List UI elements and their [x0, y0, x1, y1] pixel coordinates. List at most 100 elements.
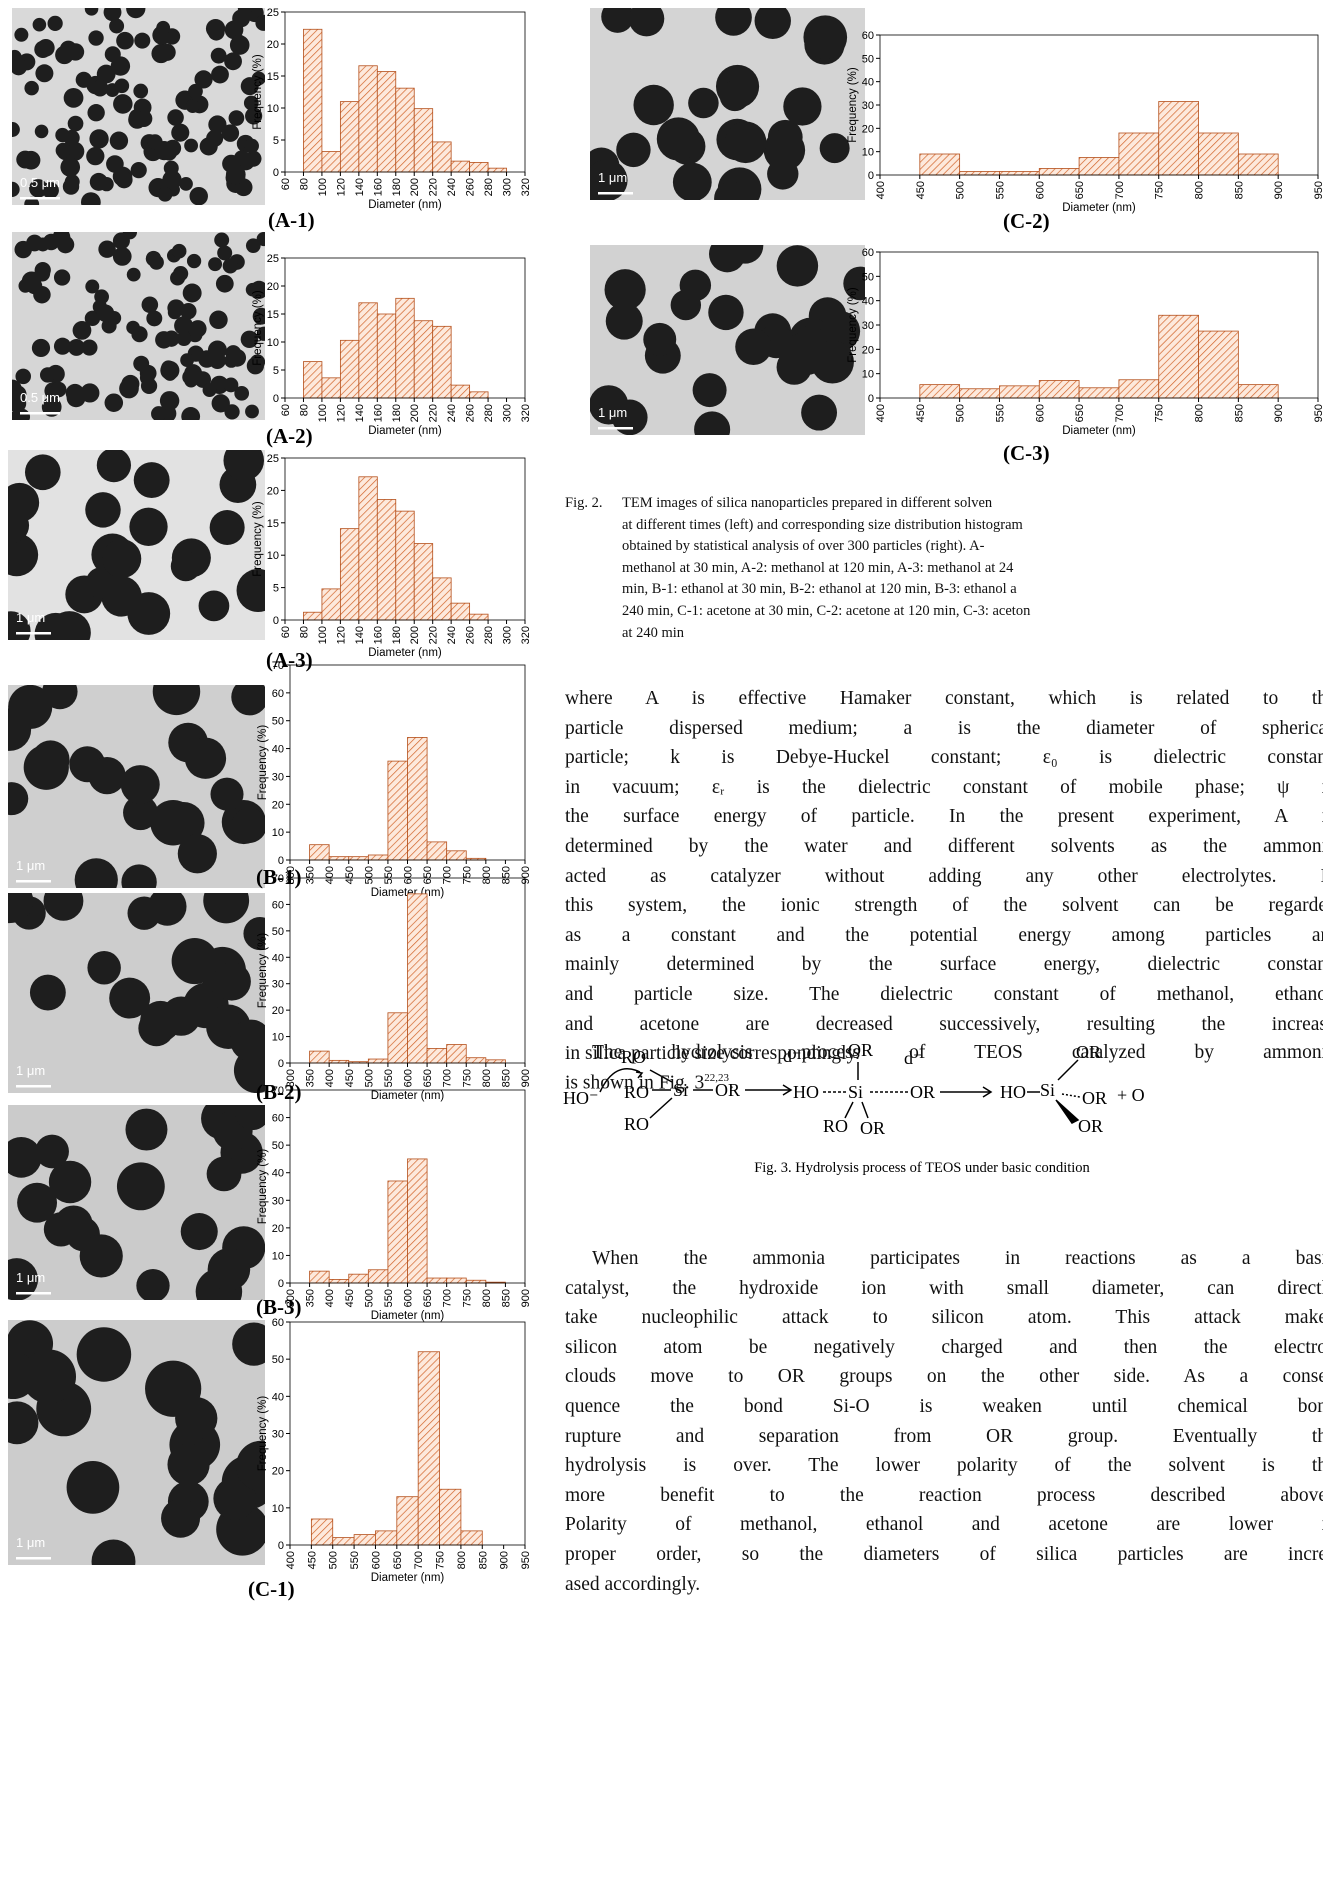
y-tick-label: 30	[272, 979, 284, 991]
x-tick-label: 550	[383, 866, 395, 884]
particle	[222, 258, 238, 274]
particle	[152, 685, 201, 716]
arrowhead	[635, 1071, 644, 1079]
x-tick-label: 700	[413, 1551, 425, 1569]
text-line: The hydrolysis process of TEOS catalyzed…	[592, 1042, 1323, 1064]
histogram-bar	[303, 361, 323, 399]
particle	[63, 129, 80, 147]
particle	[604, 269, 646, 311]
particle	[67, 338, 85, 356]
x-tick-label: 260	[465, 626, 477, 644]
particle	[767, 158, 799, 190]
histogram-bar	[321, 151, 341, 173]
tem-image: 1 μm	[8, 1320, 265, 1565]
x-tick-label: 280	[483, 626, 495, 644]
x-tick-label: 400	[285, 1551, 297, 1569]
histogram-bar	[426, 1048, 448, 1064]
scale-bar	[16, 632, 51, 635]
histogram-bar	[1198, 132, 1239, 176]
histogram-bar	[387, 1180, 408, 1284]
particle	[167, 1443, 210, 1486]
x-tick-label: 900	[520, 1069, 532, 1087]
histogram-bar	[487, 167, 507, 173]
particle	[605, 302, 643, 340]
x-tick-label: 600	[403, 1069, 415, 1087]
histogram-bar	[460, 1530, 483, 1546]
histogram-bar	[469, 161, 489, 173]
particle	[180, 1213, 218, 1251]
particle	[8, 782, 29, 816]
histogram-bar	[485, 1059, 506, 1064]
y-tick-label: 70	[272, 1085, 284, 1097]
x-tick-label: 160	[372, 178, 384, 196]
x-tick-label: 650	[1074, 404, 1086, 422]
particle	[26, 234, 43, 252]
x-tick-label: 750	[1154, 181, 1166, 199]
y-tick-label: 20	[272, 1466, 284, 1478]
histogram-bar	[1118, 132, 1160, 176]
y-tick-label: 50	[272, 1140, 284, 1152]
histogram-bar	[375, 1530, 398, 1546]
particle	[24, 454, 61, 491]
x-axis-label: Diameter (nm)	[371, 1090, 445, 1102]
particle	[126, 8, 146, 19]
scheme-label: d⁻	[783, 1046, 802, 1066]
scale-bar-label: 1 μm	[16, 1270, 45, 1285]
particle	[116, 31, 134, 50]
particle	[109, 131, 129, 150]
histogram-bar	[387, 760, 408, 861]
particle	[88, 757, 126, 795]
y-axis-label: Frequency (%)	[847, 67, 859, 143]
particle	[56, 235, 75, 254]
particle	[231, 807, 265, 843]
particle	[35, 64, 54, 83]
y-tick-label: 25	[267, 453, 279, 465]
scheme-label: HO	[1000, 1082, 1026, 1102]
y-tick-label: 0	[868, 393, 874, 405]
y-axis-label: Frequency (%)	[257, 1149, 269, 1225]
particle	[133, 462, 170, 499]
particle	[245, 107, 263, 125]
particle	[128, 110, 147, 129]
panel-label: (C-3)	[1003, 441, 1050, 465]
particle	[12, 122, 20, 137]
y-tick-label: 30	[272, 771, 284, 783]
particle	[8, 1136, 42, 1178]
particle	[109, 977, 151, 1019]
x-tick-label: 180	[391, 626, 403, 644]
particle	[8, 893, 34, 923]
particle	[656, 117, 700, 161]
particle	[126, 267, 141, 282]
y-tick-label: 10	[272, 827, 284, 839]
scale-bar	[16, 880, 51, 883]
x-tick-label: 140	[354, 178, 366, 196]
histogram-bar	[413, 320, 434, 399]
x-tick-label: 700	[442, 1069, 454, 1087]
particle	[214, 232, 230, 248]
bond	[1061, 1093, 1081, 1098]
particle	[86, 147, 105, 166]
particle	[39, 367, 56, 383]
caption-line: at 240 min	[622, 624, 685, 641]
caption-line: methanol at 30 min, A-2: methanol at 120…	[622, 559, 1014, 576]
x-tick-label: 750	[1154, 404, 1166, 422]
x-tick-label: 220	[428, 626, 440, 644]
scheme-label: OR	[715, 1080, 740, 1100]
histogram-bar	[358, 476, 378, 621]
x-tick-label: 500	[328, 1551, 340, 1569]
histogram-bar	[417, 1351, 440, 1546]
particle	[150, 799, 196, 846]
x-tick-label: 750	[461, 1069, 473, 1087]
particle	[130, 162, 147, 179]
y-tick-label: 60	[272, 899, 284, 911]
particle	[209, 310, 228, 330]
particle	[53, 269, 71, 286]
histogram-bar	[1237, 384, 1279, 399]
particle	[163, 160, 179, 176]
particle	[148, 893, 187, 926]
histogram-bar	[321, 588, 341, 621]
particle	[235, 1105, 265, 1131]
caption-line: at different times (left) and correspond…	[622, 516, 1023, 533]
x-tick-label: 300	[502, 626, 514, 644]
particle	[89, 129, 109, 149]
